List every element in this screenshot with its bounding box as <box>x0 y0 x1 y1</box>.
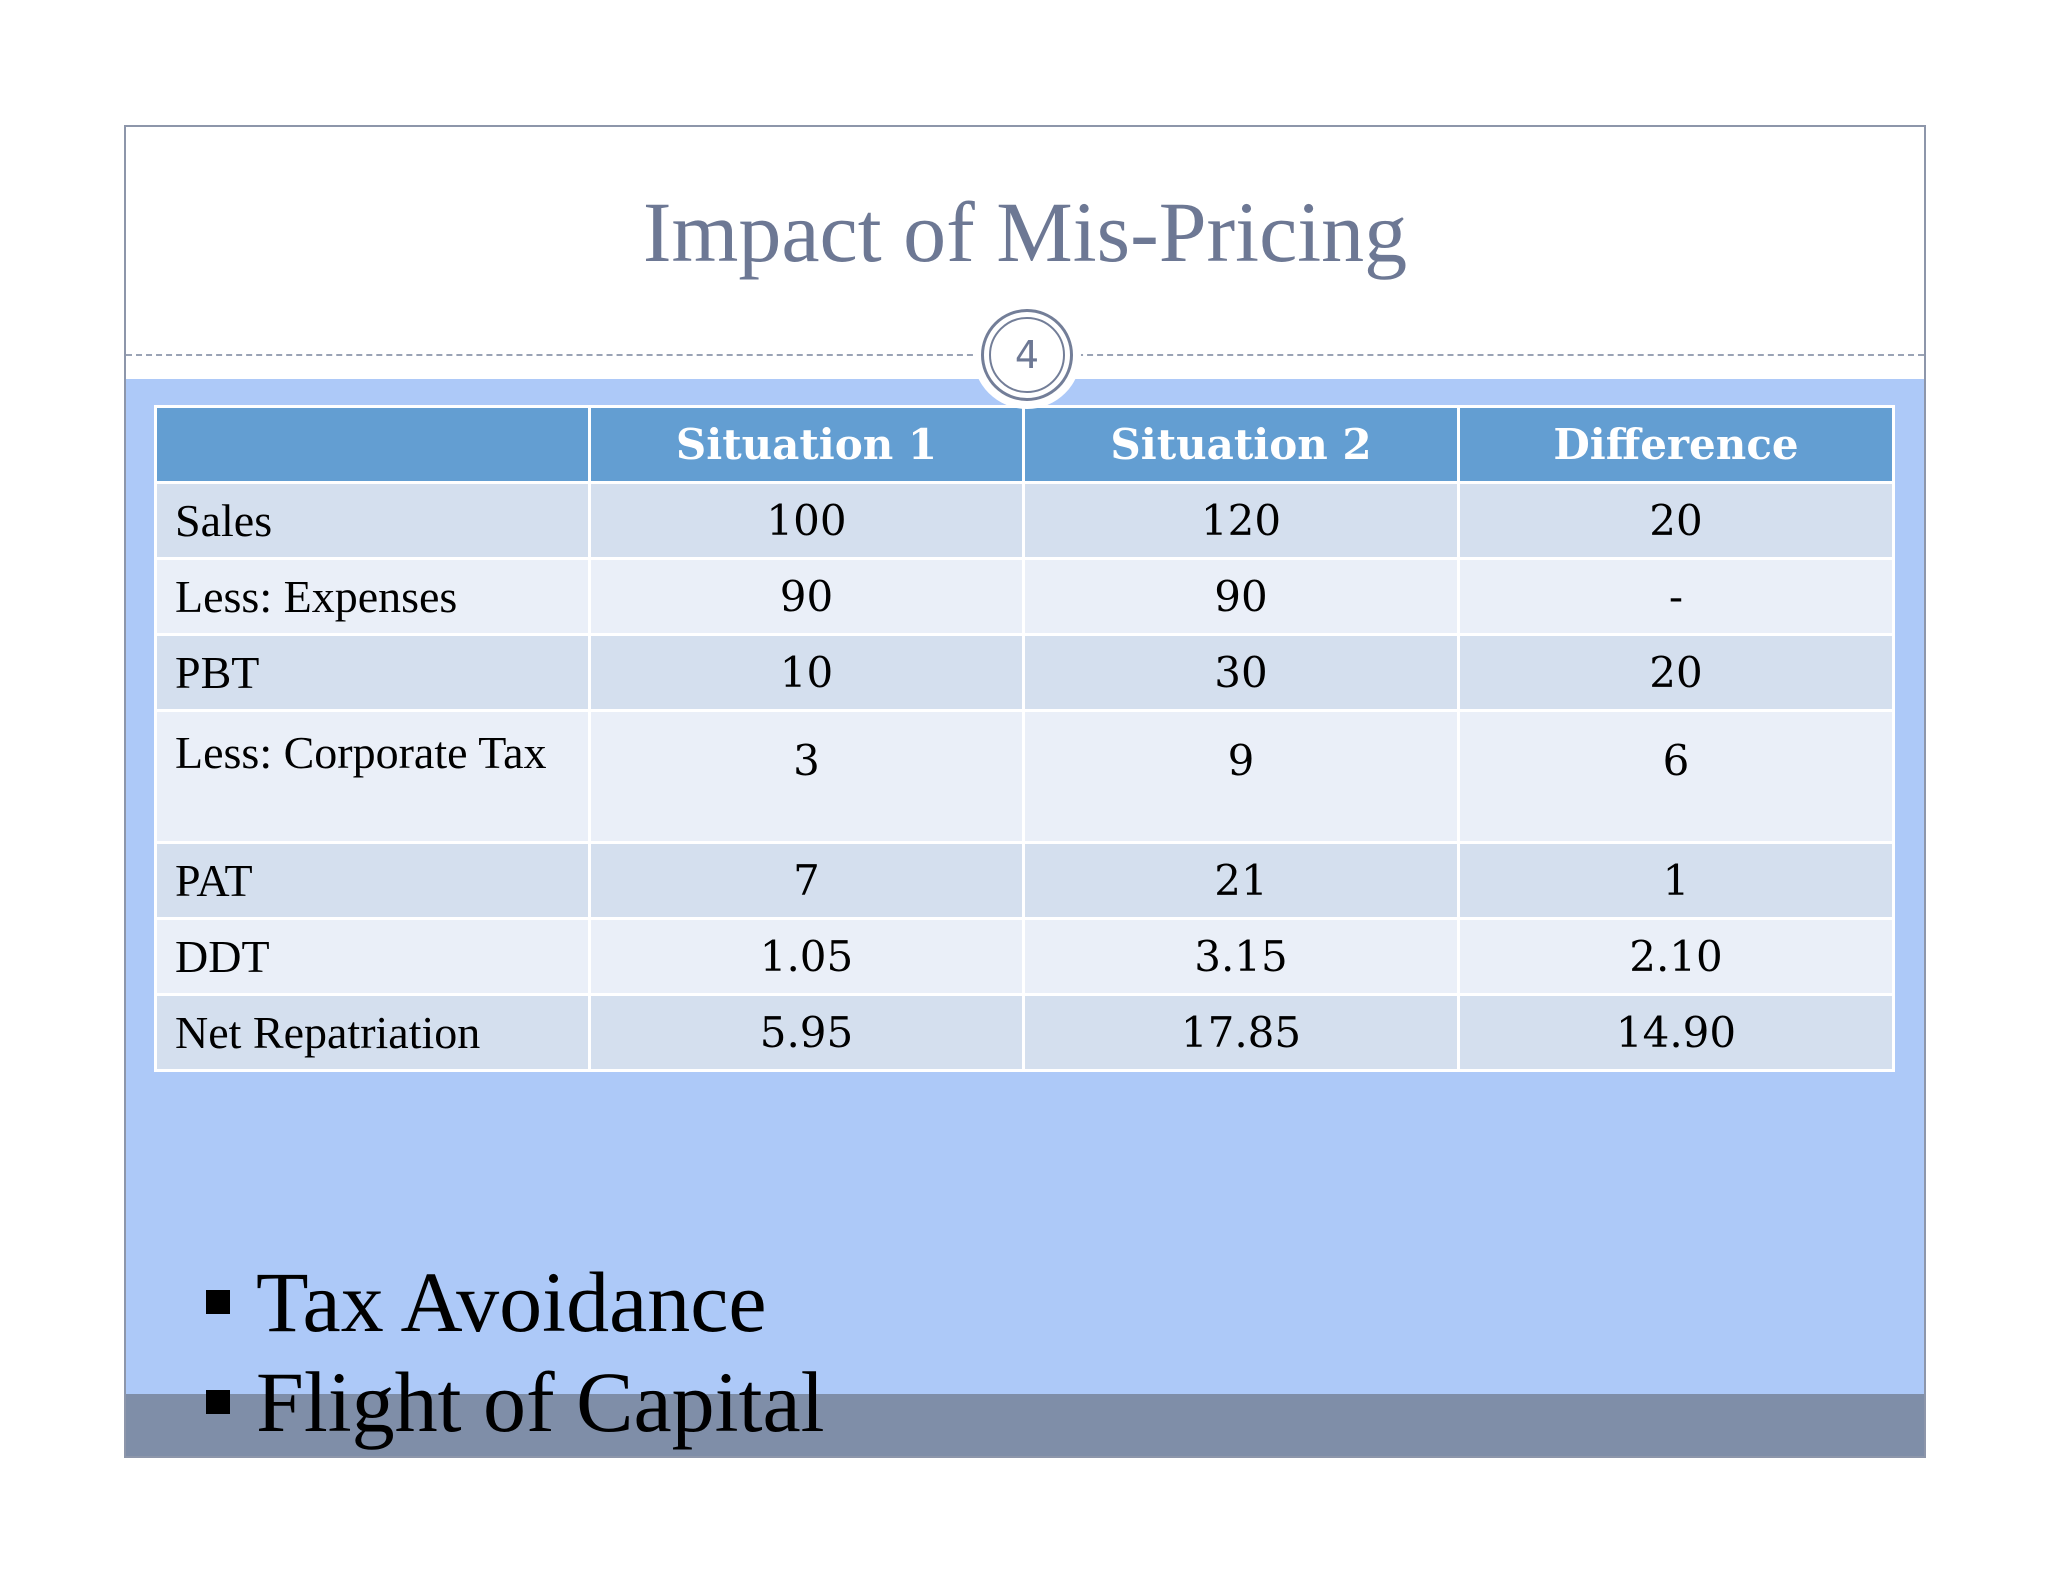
bullet-item: Tax Avoidance <box>206 1252 825 1352</box>
cell-situation-2: 21 <box>1022 841 1460 920</box>
cell-situation-1: 1.05 <box>588 917 1025 996</box>
cell-situation-2: 90 <box>1022 557 1460 636</box>
row-label: Less: Corporate Tax <box>154 709 591 844</box>
cell-difference: 1 <box>1457 841 1895 920</box>
bullet-list: Tax Avoidance Flight of Capital <box>206 1252 825 1452</box>
header-situation-1: Situation 1 <box>588 405 1025 484</box>
cell-situation-1: 90 <box>588 557 1025 636</box>
row-label: PAT <box>154 841 591 920</box>
cell-difference: 20 <box>1457 633 1895 712</box>
cell-difference: 2.10 <box>1457 917 1895 996</box>
cell-situation-2: 17.85 <box>1022 993 1460 1072</box>
cell-difference: 20 <box>1457 481 1895 560</box>
cell-situation-1: 5.95 <box>588 993 1025 1072</box>
header-difference: Difference <box>1457 405 1895 484</box>
bullet-text: Tax Avoidance <box>256 1254 767 1350</box>
cell-difference: - <box>1457 557 1895 636</box>
cell-difference: 6 <box>1457 709 1895 844</box>
slide-number-badge: 4 <box>973 301 1081 409</box>
cell-situation-2: 30 <box>1022 633 1460 712</box>
table-row: Sales 100 120 20 <box>154 481 1895 560</box>
row-label: PBT <box>154 633 591 712</box>
slide: Impact of Mis-Pricing 4 Situation 1 Situ… <box>124 125 1926 1458</box>
badge-outer-ring: 4 <box>981 309 1073 401</box>
row-label: Less: Expenses <box>154 557 591 636</box>
cell-situation-2: 120 <box>1022 481 1460 560</box>
square-bullet-icon <box>206 1290 230 1314</box>
footer-band <box>126 1394 1924 1456</box>
table-row: Net Repatriation 5.95 17.85 14.90 <box>154 993 1895 1072</box>
cell-situation-1: 3 <box>588 709 1025 844</box>
table-row: PBT 10 30 20 <box>154 633 1895 712</box>
cell-situation-1: 10 <box>588 633 1025 712</box>
bullet-text: Flight of Capital <box>256 1354 825 1450</box>
table-header-row: Situation 1 Situation 2 Difference <box>154 405 1895 484</box>
table-row: Less: Corporate Tax 3 9 6 <box>154 709 1895 844</box>
row-label: DDT <box>154 917 591 996</box>
bullet-item: Flight of Capital <box>206 1352 825 1452</box>
row-label: Sales <box>154 481 591 560</box>
slide-number: 4 <box>989 317 1065 393</box>
header-situation-2: Situation 2 <box>1022 405 1460 484</box>
square-bullet-icon <box>206 1390 230 1414</box>
header-empty <box>154 405 591 484</box>
cell-situation-1: 100 <box>588 481 1025 560</box>
table-row: PAT 7 21 1 <box>154 841 1895 920</box>
cell-situation-2: 9 <box>1022 709 1460 844</box>
row-label: Net Repatriation <box>154 993 591 1072</box>
slide-title: Impact of Mis-Pricing <box>642 184 1408 280</box>
cell-difference: 14.90 <box>1457 993 1895 1072</box>
table-row: DDT 1.05 3.15 2.10 <box>154 917 1895 996</box>
comparison-table: Situation 1 Situation 2 Difference Sales… <box>154 405 1895 1072</box>
table-row: Less: Expenses 90 90 - <box>154 557 1895 636</box>
cell-situation-1: 7 <box>588 841 1025 920</box>
cell-situation-2: 3.15 <box>1022 917 1460 996</box>
